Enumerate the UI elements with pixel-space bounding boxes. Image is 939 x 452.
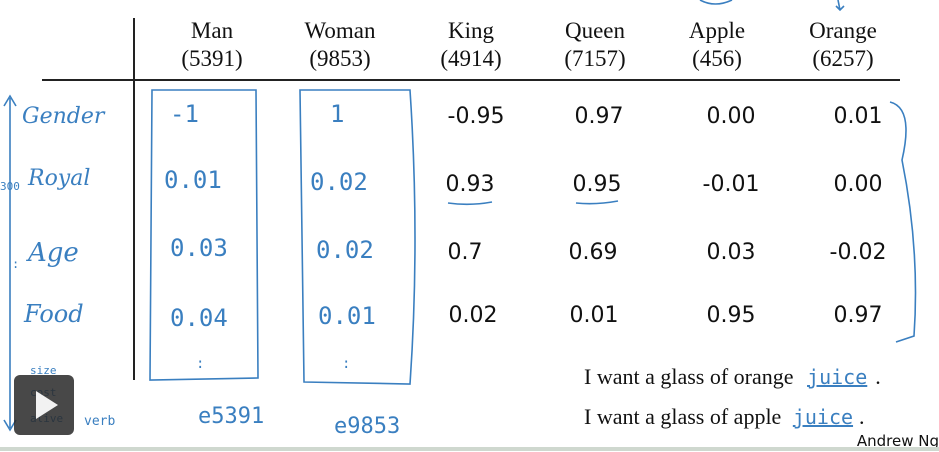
man-gender-value: -1 xyxy=(170,100,199,128)
woman-royal-value: 0.02 xyxy=(310,168,368,196)
col-header-king: King (4914) xyxy=(440,18,502,71)
embedding-man: e5391 xyxy=(198,404,265,429)
cell-food-queen: 0.01 xyxy=(569,303,619,328)
cell-age-king: 0.7 xyxy=(447,240,483,265)
embedding-woman: e9853 xyxy=(334,414,401,439)
cell-gender-orange: 0.01 xyxy=(833,104,883,129)
extra-row-size: size xyxy=(30,364,57,377)
cell-royal-apple: -0.01 xyxy=(702,172,760,197)
play-icon xyxy=(36,391,58,419)
row-label-gender: Gender xyxy=(22,104,105,129)
woman-age-value: 0.02 xyxy=(316,236,374,264)
cell-royal-king: 0.93 xyxy=(445,172,495,197)
cell-gender-king: -0.95 xyxy=(447,104,505,129)
author-credit: Andrew Ng xyxy=(856,432,939,450)
cell-royal-queen: 0.95 xyxy=(572,172,622,197)
col-header-orange: Orange (6257) xyxy=(809,18,877,71)
row-label-royal: Royal xyxy=(28,166,91,191)
cell-royal-orange: 0.00 xyxy=(833,172,883,197)
sentence-apple: I want a glass of apple juice. xyxy=(584,404,865,429)
play-button[interactable] xyxy=(14,375,74,435)
cell-food-orange: 0.97 xyxy=(833,303,883,328)
blank-apple-juice: juice xyxy=(792,405,854,429)
svg-text::: : xyxy=(12,257,19,271)
svg-text::: : xyxy=(196,356,204,372)
extra-row-verb: verb xyxy=(84,414,116,429)
col-header-queen: Queen (7157) xyxy=(564,18,626,71)
row-label-food: Food xyxy=(24,300,84,328)
woman-food-value: 0.01 xyxy=(318,302,376,330)
col-header-woman: Woman (9853) xyxy=(304,18,376,71)
svg-text::: : xyxy=(342,356,350,372)
progress-bar[interactable] xyxy=(0,447,939,451)
col-header-apple: Apple (456) xyxy=(688,18,746,71)
blank-orange-juice: juice xyxy=(807,365,868,389)
col-header-man: Man (5391) xyxy=(181,18,243,71)
cell-age-apple: 0.03 xyxy=(706,240,756,265)
woman-gender-value: 1 xyxy=(330,100,345,128)
cell-food-king: 0.02 xyxy=(448,303,498,328)
man-royal-value: 0.01 xyxy=(164,166,222,194)
man-age-value: 0.03 xyxy=(170,234,228,262)
cell-gender-apple: 0.00 xyxy=(706,104,756,129)
row-label-age: Age xyxy=(28,238,79,268)
cell-food-apple: 0.95 xyxy=(706,303,756,328)
cell-age-orange: -0.02 xyxy=(829,240,887,265)
sentence-orange: I want a glass of orange juice. xyxy=(584,364,881,389)
cell-gender-queen: 0.97 xyxy=(574,104,624,129)
cell-age-queen: 0.69 xyxy=(568,240,618,265)
man-food-value: 0.04 xyxy=(170,304,228,332)
